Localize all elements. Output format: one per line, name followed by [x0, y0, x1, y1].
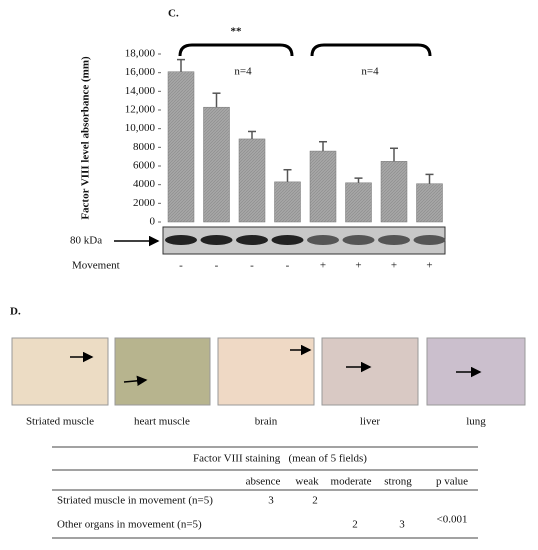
n-label: n=4 [234, 66, 252, 78]
table-header: absence [246, 476, 281, 488]
row-label: Other organs in movement (n=5) [57, 519, 202, 531]
panel-label: D. [10, 306, 21, 318]
image-caption: brain [255, 416, 278, 428]
bar [380, 161, 408, 223]
movement-sign: + [391, 260, 397, 272]
row-label: Striated muscle in movement (n=5) [57, 495, 213, 507]
table-cell: 3 [268, 495, 274, 507]
blot-band [342, 235, 375, 245]
image-caption: heart muscle [134, 416, 190, 428]
y-tick-label: 6000 [133, 160, 156, 172]
error-bar [390, 147, 398, 162]
p-value: <0.001 [437, 514, 468, 526]
table-cell: 2 [352, 519, 358, 531]
n-label: n=4 [361, 66, 379, 78]
image [321, 337, 419, 406]
blot-band [307, 235, 339, 245]
movement-sign: + [320, 260, 326, 272]
error-bar [212, 92, 221, 108]
y-tick-label: 18,000 [125, 48, 156, 60]
y-tick-label: 2000 [133, 197, 156, 209]
blot-band [413, 235, 446, 245]
blot-band [165, 235, 197, 245]
bracket [178, 43, 294, 57]
micrographs [11, 337, 526, 406]
bar [345, 182, 372, 223]
significance: ** [231, 26, 243, 38]
bar [167, 71, 195, 223]
image-caption: Striated muscle [26, 416, 94, 428]
arrow [123, 375, 148, 387]
movement-sign: - [179, 260, 183, 272]
movement-sign: + [426, 260, 432, 272]
table-header: p value [436, 476, 468, 488]
image-caption: lung [466, 416, 486, 428]
blot-band [378, 235, 410, 245]
table-cell: 3 [399, 519, 405, 531]
error-bar [354, 177, 363, 183]
y-tick-label: 16,000 [125, 66, 156, 78]
table-cell: 2 [312, 495, 318, 507]
movement-sign: - [215, 260, 219, 272]
movement-sign: - [250, 260, 254, 272]
blot-label: 80 kDa [70, 235, 102, 247]
image [11, 337, 109, 406]
table-title: Factor VIII staining (mean of 5 fields) [193, 453, 367, 465]
bracket [310, 43, 432, 57]
table: absence weak moderate strong p value Striated… [57, 476, 468, 531]
error-bar [248, 130, 256, 139]
bar [203, 106, 230, 223]
image [114, 337, 211, 406]
captions: Striated muscle heart muscle brain liver lun… [26, 416, 486, 428]
table-header: moderate [331, 476, 372, 488]
x-axis-label: Movement [72, 260, 120, 272]
y-tick-label: 12,000 [125, 104, 156, 116]
bar [274, 181, 301, 223]
bar [309, 150, 337, 223]
table-header: strong [384, 476, 412, 488]
blot-band [271, 235, 304, 245]
bar [416, 183, 443, 223]
error-bar [319, 140, 327, 152]
error-bar [425, 173, 434, 184]
bar [238, 138, 266, 223]
blot-band [200, 235, 233, 245]
movement-sign: - [286, 260, 290, 272]
image-caption: liver [360, 416, 380, 428]
y-tick-label: 10,000 [125, 122, 156, 134]
table-header: weak [295, 476, 319, 488]
image [217, 337, 315, 406]
movement-sign: + [355, 260, 361, 272]
y-tick-label: 8000 [133, 141, 156, 153]
error-bar [177, 58, 185, 72]
panel-label: C. [168, 8, 179, 20]
y-axis-label: Factor VIII level absorbance (mm) [80, 56, 92, 220]
y-tick-label: 14,000 [125, 85, 156, 97]
y-tick-label: 4000 [133, 178, 156, 190]
y-tick-label: 0 [150, 216, 156, 228]
error-bar [283, 168, 292, 182]
blot-band [236, 235, 268, 245]
